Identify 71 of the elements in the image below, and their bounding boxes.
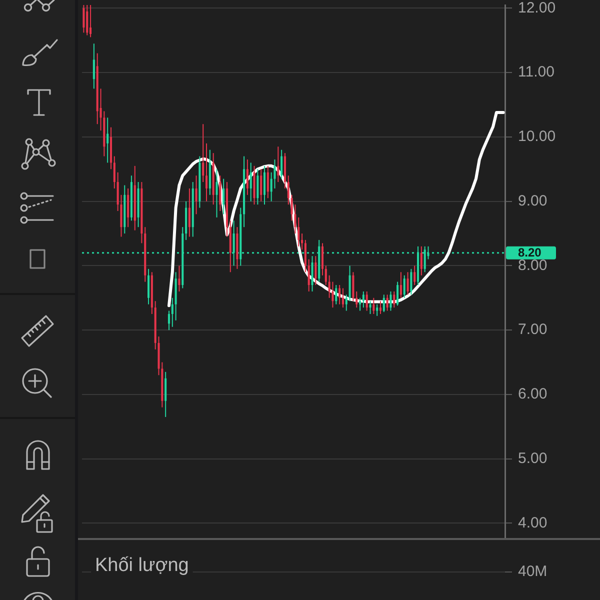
candlestick — [260, 168, 262, 202]
candlestick — [263, 165, 266, 206]
candlestick — [246, 158, 248, 196]
candlestick — [372, 297, 375, 314]
candlestick — [324, 265, 327, 286]
candlestick — [308, 258, 310, 292]
candlestick — [127, 188, 130, 228]
y-tick-label: 6.00 — [518, 386, 548, 403]
candlestick — [178, 265, 180, 292]
candlestick — [202, 124, 204, 183]
y-tick-label: 9.00 — [518, 192, 548, 210]
candlestick — [171, 297, 174, 328]
candlestick — [403, 274, 406, 298]
candlestick — [250, 162, 252, 202]
candlestick — [164, 371, 167, 418]
candlestick — [420, 246, 422, 276]
y-tick-label: 5.00 — [518, 450, 548, 467]
candlestick — [188, 188, 190, 238]
candlestick — [338, 284, 341, 305]
candlestick — [106, 117, 109, 164]
candlestick — [168, 310, 170, 331]
candlestick — [386, 294, 388, 312]
candlestick — [301, 233, 304, 250]
candlestick — [256, 168, 259, 206]
candlestick — [348, 265, 351, 302]
candlestick — [92, 43, 95, 90]
candlestick — [280, 149, 283, 180]
candlestick — [82, 5, 85, 34]
candlestick — [362, 290, 364, 308]
candlestick — [277, 146, 280, 183]
candlestick — [311, 256, 314, 292]
candlestick — [356, 290, 358, 308]
y-tick-label: 12.00 — [518, 0, 556, 16]
candlestick — [314, 256, 317, 286]
y-tick-label: 10.00 — [518, 128, 556, 146]
candlestick — [216, 168, 218, 218]
candlestick — [369, 300, 372, 314]
candlestick — [287, 175, 290, 206]
text: 40M — [518, 563, 548, 580]
candlestick — [205, 142, 208, 202]
candlestick — [113, 156, 116, 189]
y-tick-label: 4.00 — [518, 514, 548, 532]
candlestick — [376, 304, 378, 316]
y-tick-label: 11.00 — [518, 64, 554, 81]
candlestick — [414, 265, 416, 286]
candlestick — [393, 290, 396, 308]
text: Khối lượng — [95, 555, 189, 576]
candlestick — [335, 284, 338, 305]
candlestick — [147, 268, 150, 305]
candlestick — [304, 239, 306, 273]
candlestick — [390, 290, 392, 312]
candlestick — [410, 268, 412, 296]
candlestick — [86, 5, 88, 36]
candlestick — [298, 216, 300, 247]
candlestick — [358, 297, 362, 312]
candlestick — [195, 175, 198, 215]
y-tick-label: 7.00 — [518, 321, 548, 338]
candlestick — [219, 175, 222, 212]
candlestick — [352, 272, 354, 302]
candlestick — [342, 288, 344, 308]
candlestick — [90, 5, 92, 38]
candlestick — [321, 242, 324, 276]
candlestick — [222, 178, 225, 215]
candlestick — [400, 272, 402, 298]
candlestick — [266, 165, 269, 199]
candlestick — [382, 294, 385, 313]
candlestick — [379, 300, 382, 314]
candlestick — [406, 272, 409, 296]
candlestick — [396, 281, 399, 306]
candlestick — [345, 294, 348, 312]
candlestick — [366, 290, 368, 312]
